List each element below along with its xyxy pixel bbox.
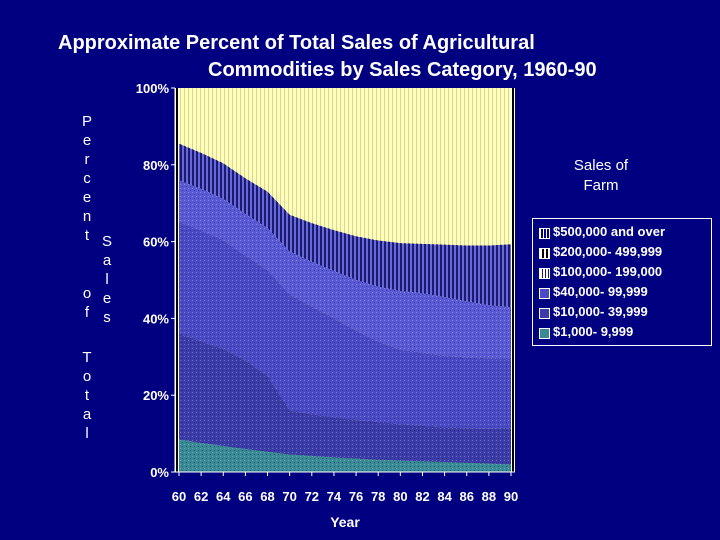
series-area-40-000-99-999	[179, 222, 511, 429]
chart-title-line-1: Approximate Percent of Total Sales of Ag…	[58, 32, 535, 54]
legend-label: $40,000- 99,999	[553, 284, 648, 299]
x-tick-label: 80	[393, 489, 407, 504]
y-axis-label-letter: s	[103, 309, 111, 326]
series-area-500-000-and-over	[179, 88, 511, 246]
y-axis-label-letter: r	[84, 151, 90, 168]
legend-title: Sales of Farm	[573, 157, 629, 194]
y-axis-label-letter: e	[82, 132, 92, 149]
y-tick-label: 20%	[143, 388, 169, 403]
legend-label: $10,000- 39,999	[553, 304, 648, 319]
x-tick-label: 86	[459, 489, 473, 504]
chart-title: Approximate Percent of Total Sales of Ag…	[20, 30, 700, 108]
legend-item: $100,000- 199,000	[537, 263, 707, 283]
legend-swatch	[539, 288, 550, 299]
x-tick-label: 66	[238, 489, 252, 504]
x-axis-label: Year	[330, 514, 360, 530]
legend-swatch	[539, 308, 550, 319]
x-tick-label: 74	[327, 489, 342, 504]
x-tick-label: 64	[216, 489, 231, 504]
x-tick-label: 88	[482, 489, 496, 504]
series-area-200-000-499-999	[179, 143, 511, 307]
y-tick-label: 100%	[136, 81, 170, 96]
x-tick-label: 76	[349, 489, 363, 504]
y-axis-label-letter: n	[82, 208, 92, 225]
legend-label: $200,000- 499,999	[553, 244, 663, 259]
y-axis-label-letter: t	[84, 227, 90, 244]
y-axis-label-letter: T	[82, 349, 92, 366]
series-area-1-000-9-999	[179, 439, 511, 472]
legend-swatch	[539, 328, 550, 339]
chart-title-line-2: Commodities by Sales Category, 1960-90	[208, 59, 597, 81]
y-axis-label-letter: S	[101, 233, 112, 250]
y-axis-label-letter: l	[85, 425, 89, 442]
y-tick-label: 40%	[143, 311, 169, 326]
series-area-10-000-39-999	[179, 333, 511, 465]
x-tick-label: 62	[194, 489, 208, 504]
x-tick-label: 68	[260, 489, 274, 504]
series-area-100-000-199-000	[179, 180, 511, 360]
legend-swatch	[539, 228, 550, 239]
x-tick-label: 84	[437, 489, 452, 504]
y-axis-label-letter: t	[84, 387, 90, 404]
y-axis-label-letter: e	[102, 290, 112, 307]
y-axis-label-letter: c	[83, 170, 91, 187]
x-tick-label: 70	[282, 489, 296, 504]
legend-item: $200,000- 499,999	[537, 243, 707, 263]
legend-item: $500,000 and over	[537, 223, 707, 243]
y-axis-label-letter: P	[81, 113, 92, 130]
legend-item: $10,000- 39,999	[537, 303, 707, 323]
y-axis-label-letter: o	[82, 368, 92, 385]
y-axis-label-letter: a	[102, 252, 112, 269]
legend-item: $40,000- 99,999	[537, 283, 707, 303]
legend-label: $1,000- 9,999	[553, 324, 634, 339]
x-tick-label: 78	[371, 489, 385, 504]
y-axis-label-letter: f	[84, 304, 90, 321]
y-tick-label: 80%	[143, 158, 169, 173]
legend-item: $1,000- 9,999	[537, 323, 707, 343]
y-axis-label-letter: o	[82, 285, 92, 302]
x-tick-label: 60	[172, 489, 186, 504]
x-tick-label: 72	[305, 489, 319, 504]
y-tick-label: 60%	[143, 235, 169, 250]
legend-swatch	[539, 268, 550, 279]
legend-label: $500,000 and over	[553, 224, 666, 239]
y-axis-label-letter: e	[82, 189, 92, 206]
y-tick-label: 0%	[150, 465, 169, 480]
legend-swatch	[539, 248, 550, 259]
x-tick-label: 90	[504, 489, 518, 504]
x-tick-label: 82	[415, 489, 429, 504]
legend-label: $100,000- 199,000	[553, 264, 663, 279]
legend: $500,000 and over $200,000- 499,999 $100,0…	[532, 218, 712, 346]
y-axis-label-letter: a	[82, 406, 92, 423]
y-axis-label-letter: l	[105, 271, 109, 288]
